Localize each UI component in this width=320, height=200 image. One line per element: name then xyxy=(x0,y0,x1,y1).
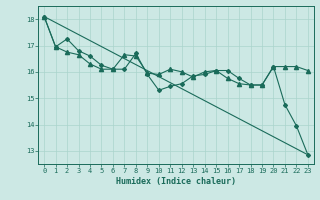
X-axis label: Humidex (Indice chaleur): Humidex (Indice chaleur) xyxy=(116,177,236,186)
